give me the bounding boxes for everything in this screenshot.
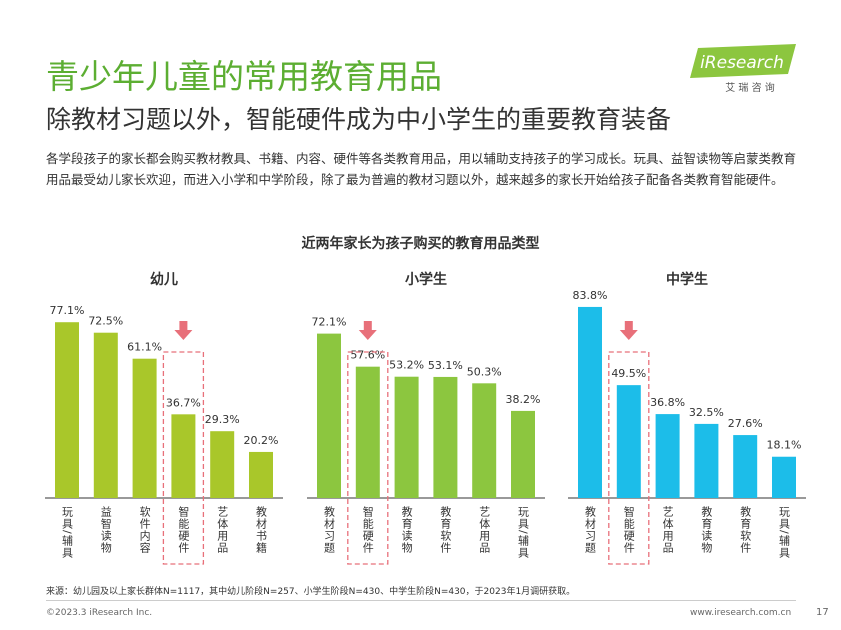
value-label: 49.5% (611, 367, 646, 380)
bar (394, 376, 419, 498)
highlight-arrow (174, 321, 193, 340)
bar (511, 410, 535, 498)
x-tick-label: 教材习题 (584, 506, 597, 554)
logo-shape (690, 44, 796, 78)
bar (694, 423, 719, 498)
figure-title: 近两年家长为孩子购买的教育用品类型 (301, 236, 540, 252)
bar (616, 385, 641, 498)
bar (772, 456, 796, 498)
value-label: 29.3% (205, 413, 240, 426)
bar (317, 333, 341, 498)
bar (355, 366, 380, 498)
bar (655, 414, 680, 498)
footer-rule (46, 600, 796, 601)
x-tick-label: 艺体用品 (661, 506, 674, 554)
value-label: 77.1% (50, 304, 85, 317)
source-note: 来源：幼儿园及以上家长群体N=1117，其中幼儿阶段N=257、小学生阶段N=4… (46, 587, 576, 597)
x-tick-label: 教育读物 (400, 506, 413, 554)
x-tick-label: 教育读物 (700, 506, 713, 554)
logo-subtext: 艾 瑞 咨 询 (725, 81, 775, 94)
slide-subtitle: 除教材习题以外，智能硬件成为中小学生的重要教育装备 (46, 105, 672, 134)
slide-title: 青少年儿童的常用教育用品 (46, 57, 442, 96)
bar (249, 451, 273, 498)
chart-title: 小学生 (405, 271, 447, 288)
highlight-box (608, 351, 650, 565)
x-tick-label: 教材习题 (323, 506, 336, 554)
highlight-box (347, 351, 389, 565)
x-tick-label: 玩具/辅具 (778, 506, 791, 559)
intro-text: 各学段孩子的家长都会购买教材教具、书籍、内容、硬件等各类教育用品，用以辅助支持孩… (46, 151, 797, 187)
chart-title: 中学生 (666, 271, 708, 288)
value-label: 61.1% (127, 341, 162, 354)
value-label: 36.7% (166, 396, 201, 409)
logo: iResearch 艾 瑞 咨 询 (690, 44, 796, 94)
value-label: 72.5% (88, 315, 123, 328)
x-tick-label: 软件内容 (138, 505, 151, 554)
value-label: 72.1% (312, 316, 347, 329)
value-label: 38.2% (506, 393, 541, 406)
bar (733, 435, 758, 498)
bar (55, 322, 79, 498)
x-tick-label: 益智读物 (99, 505, 112, 554)
bar (171, 414, 196, 498)
x-tick-label: 智能硬件 (361, 505, 374, 554)
bar (433, 376, 458, 498)
highlight-arrow (358, 321, 377, 340)
highlight-box (162, 351, 205, 565)
footer-url: www.iresearch.com.cn (690, 608, 792, 618)
value-label: 53.1% (428, 359, 463, 372)
x-tick-label: 玩具/辅具 (61, 506, 74, 559)
bar (472, 383, 497, 498)
chart-title: 幼儿 (150, 271, 178, 288)
x-tick-label: 玩具/辅具 (517, 506, 530, 559)
x-tick-label: 教材书籍 (255, 506, 268, 554)
value-label: 57.6% (350, 349, 385, 362)
bar (210, 431, 235, 498)
page-number: 17 (816, 607, 829, 618)
highlight-arrow (619, 321, 638, 340)
x-tick-label: 智能硬件 (177, 505, 190, 554)
bar (132, 358, 157, 498)
logo-text: iResearch (700, 53, 784, 73)
bar (578, 306, 602, 498)
bar (93, 332, 118, 498)
x-tick-label: 艺体用品 (216, 506, 229, 554)
value-label: 53.2% (389, 359, 424, 372)
x-tick-label: 智能硬件 (622, 505, 635, 554)
copyright: ©2023.3 iResearch Inc. (46, 608, 153, 618)
value-label: 50.3% (467, 365, 502, 378)
x-tick-label: 艺体用品 (478, 506, 491, 554)
value-label: 83.8% (573, 289, 608, 302)
x-tick-label: 教育软件 (739, 506, 752, 554)
x-tick-label: 教育软件 (439, 506, 452, 554)
value-label: 32.5% (689, 406, 724, 419)
value-label: 20.2% (244, 434, 279, 447)
value-label: 27.6% (728, 417, 763, 430)
value-label: 18.1% (767, 439, 802, 452)
value-label: 36.8% (650, 396, 685, 409)
